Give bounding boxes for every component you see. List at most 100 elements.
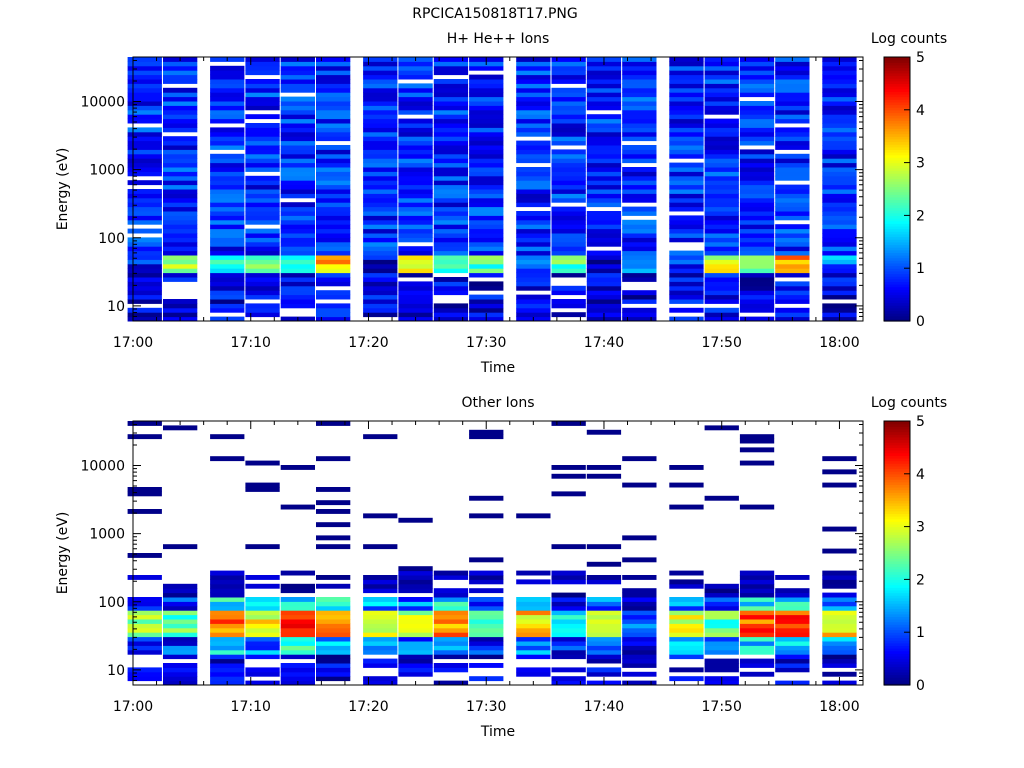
heatmap-cell <box>551 421 586 426</box>
heatmap-cell <box>822 131 857 137</box>
colorbar-tick-label: 1 <box>916 625 925 641</box>
heatmap-cell <box>316 79 351 84</box>
heatmap-cell <box>622 105 657 111</box>
heatmap-cell <box>316 118 351 124</box>
heatmap-cell <box>210 140 245 146</box>
heatmap-cell <box>516 623 551 629</box>
colorbar-swatch <box>884 431 910 435</box>
heatmap-cell <box>775 649 810 655</box>
heatmap-cell <box>316 101 351 106</box>
heatmap-cell <box>516 123 551 128</box>
heatmap-cell <box>163 224 198 230</box>
heatmap-cell <box>669 83 704 89</box>
heatmap-cell <box>704 250 739 256</box>
heatmap-cell <box>127 277 162 282</box>
colorbar-swatch <box>884 233 910 238</box>
heatmap-cell <box>622 627 657 633</box>
colorbar-swatch <box>884 568 910 573</box>
heatmap-cell <box>127 263 162 269</box>
heatmap-cell <box>775 619 810 624</box>
heatmap-cell <box>822 158 857 164</box>
heatmap-cell <box>210 307 245 313</box>
heatmap-cell <box>775 255 810 260</box>
heatmap-cell <box>398 215 433 221</box>
heatmap-cell <box>516 610 551 616</box>
heatmap-cell <box>163 101 198 106</box>
heatmap-cell <box>127 316 162 322</box>
heatmap-cell <box>586 544 622 550</box>
heatmap-cell <box>163 627 198 633</box>
heatmap-cell <box>586 114 622 120</box>
heatmap-cell <box>280 632 315 638</box>
heatmap-cell <box>245 79 280 84</box>
heatmap-cell <box>280 211 315 216</box>
heatmap-cell <box>398 193 433 199</box>
heatmap-cell <box>210 145 245 150</box>
colorbar-swatch <box>884 152 910 156</box>
heatmap-cell <box>586 268 622 274</box>
heatmap-cell <box>739 153 775 159</box>
heatmap-cell <box>280 136 315 142</box>
heatmap-cell <box>245 193 280 199</box>
heatmap-cell <box>163 654 198 660</box>
heatmap-cell <box>163 79 198 84</box>
heatmap-cell <box>622 614 657 620</box>
heatmap-cell <box>669 171 704 177</box>
heatmap-cell <box>586 614 622 620</box>
heatmap-cell <box>127 171 162 177</box>
colorbar-swatch <box>884 278 910 282</box>
heatmap-cell <box>622 79 657 84</box>
heatmap-cell <box>516 105 551 111</box>
heatmap-cell <box>551 123 586 128</box>
heatmap-cell <box>622 255 657 260</box>
heatmap-cell <box>316 153 351 159</box>
heatmap-cell <box>516 197 551 203</box>
heatmap-cell <box>739 658 775 664</box>
heatmap-cell <box>127 96 162 102</box>
heatmap-cell <box>363 57 398 62</box>
heatmap-cell <box>704 105 739 111</box>
heatmap-cell <box>316 167 351 172</box>
heatmap-cell <box>516 118 551 124</box>
heatmap-cell <box>316 272 351 278</box>
heatmap-cell <box>280 272 315 278</box>
colorbar-swatch <box>884 529 910 533</box>
heatmap-cell <box>822 671 857 677</box>
heatmap-cell <box>586 667 622 673</box>
heatmap-cell <box>586 237 622 243</box>
heatmap-cell <box>398 636 433 642</box>
colorbar-swatch <box>884 265 910 269</box>
colorbar-swatch <box>884 204 910 209</box>
heatmap-cell <box>551 96 586 102</box>
heatmap-cell <box>433 570 469 576</box>
heatmap-cell <box>551 215 586 221</box>
x-tick-label: 17:00 <box>113 335 153 351</box>
heatmap-cell <box>669 109 704 115</box>
heatmap-cell <box>398 109 433 115</box>
colorbar-swatch <box>884 526 910 530</box>
colorbar-swatch <box>884 671 910 676</box>
colorbar-tick-label: 4 <box>916 467 925 483</box>
colorbar-swatch <box>884 589 910 594</box>
heatmap-cell <box>622 680 657 686</box>
heatmap-cell <box>822 109 857 115</box>
heatmap-cell <box>822 272 857 278</box>
heatmap-cell <box>669 610 704 616</box>
colorbar-swatch <box>884 291 910 296</box>
heatmap-cell <box>516 250 551 256</box>
heatmap-cell <box>210 667 245 673</box>
heatmap-cell <box>622 109 657 115</box>
heatmap-cell <box>551 158 586 164</box>
heatmap-cell <box>739 131 775 137</box>
heatmap-cell <box>822 197 857 203</box>
heatmap-cell <box>739 268 775 274</box>
heatmap-cell <box>363 105 398 111</box>
heatmap-cell <box>739 579 775 585</box>
heatmap-cell <box>363 246 398 252</box>
heatmap-cell <box>316 535 351 541</box>
heatmap-cell <box>127 259 162 265</box>
heatmap-cell <box>622 123 657 128</box>
heatmap-cell <box>822 65 857 71</box>
heatmap-cell <box>245 61 280 67</box>
heatmap-cell <box>704 131 739 137</box>
